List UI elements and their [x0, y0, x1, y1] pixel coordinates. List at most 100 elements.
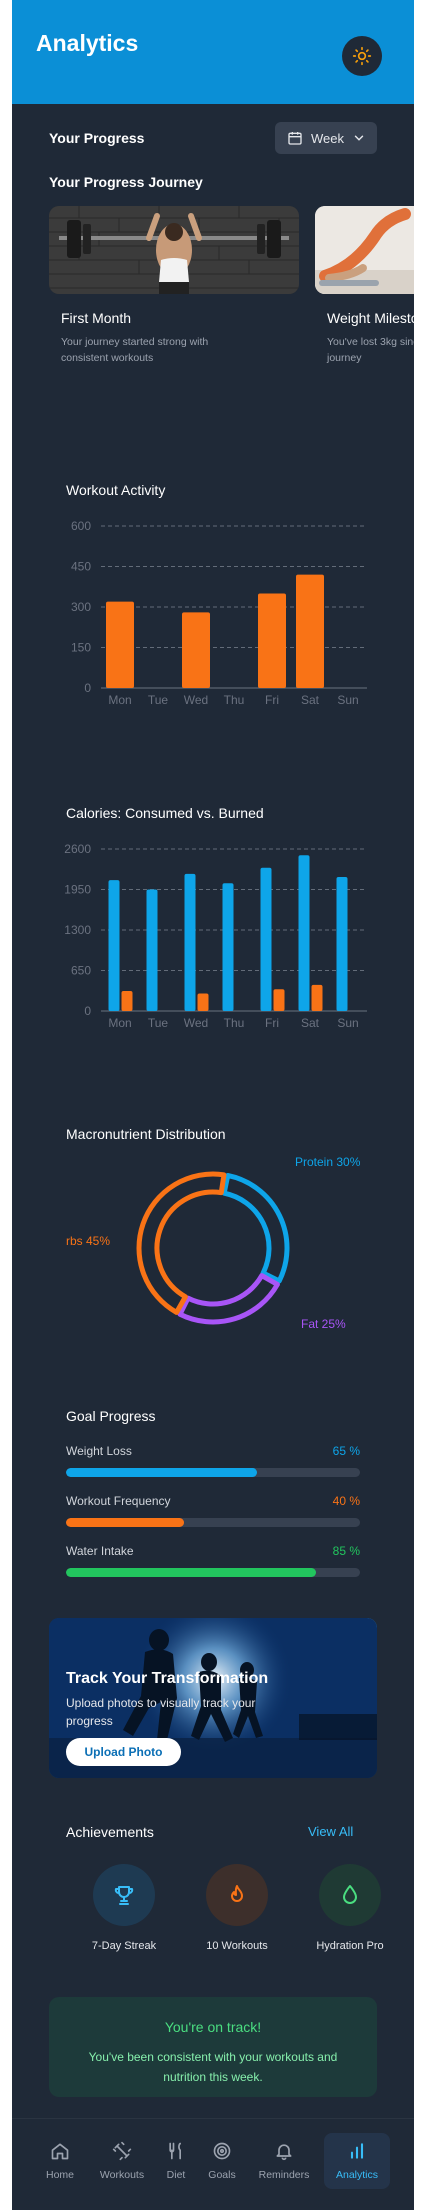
- nav-item-home[interactable]: Home: [30, 2139, 90, 2181]
- goal-fill: [66, 1468, 258, 1477]
- calories-chart-panel: Calories: Consumed vs. Burned 0 650 1300 19…: [49, 793, 377, 1053]
- slice-label: Protein 30%: [295, 1155, 361, 1169]
- progress-title: Your Progress: [49, 130, 145, 146]
- x-tick-label: Tue: [148, 693, 169, 707]
- flame-icon: [231, 1885, 243, 1902]
- bottom-nav: Home Workouts Diet Goals Reminders Analy…: [12, 2118, 414, 2210]
- x-tick-label: Fri: [265, 693, 279, 707]
- achievement-item[interactable]: 10 Workouts: [187, 1864, 287, 1952]
- app-header: Analytics: [12, 0, 414, 104]
- goal-track: [66, 1468, 360, 1477]
- goal-value: 65 %: [332, 1444, 360, 1458]
- calories-chart-title: Calories: Consumed vs. Burned: [66, 805, 264, 821]
- nav-item-label: Diet: [166, 2169, 186, 2181]
- nav-item-diet[interactable]: Diet: [146, 2139, 206, 2181]
- nav-item-goals[interactable]: Goals: [192, 2139, 252, 2181]
- upload-photo-button[interactable]: Upload Photo: [66, 1738, 181, 1766]
- workout-chart: 0 150 300 450 600 Mon Tue Wed Thu Fri Sat Sun: [71, 519, 367, 707]
- page-title: Analytics: [36, 30, 139, 56]
- journey-card-title: Weight Milestone: [327, 310, 414, 326]
- banner-title: Track Your Transformation: [66, 1670, 269, 1687]
- journey-title: Your Progress Journey: [49, 174, 203, 190]
- bar: [311, 984, 323, 1011]
- view-all-link[interactable]: View All: [308, 1824, 354, 1839]
- bar: [121, 991, 133, 1011]
- nav-item-workouts[interactable]: Workouts: [92, 2139, 152, 2181]
- achievement-item[interactable]: Hydration Pro: [300, 1864, 400, 1952]
- y-tick-label: 150: [71, 641, 91, 655]
- journey-card-title: First Month: [61, 310, 132, 326]
- goal-track: [66, 1568, 360, 1577]
- x-tick-label: Sat: [301, 1016, 320, 1030]
- nav-item-label: Home: [45, 2169, 74, 2181]
- y-tick-label: 0: [84, 681, 91, 695]
- slice-label: rbs 45%: [66, 1234, 110, 1248]
- macro-chart-panel: Macronutrient Distribution Protein 30% Fa…: [49, 1114, 377, 1374]
- journey-card-image: [49, 206, 299, 294]
- pie-slice: [177, 1273, 280, 1325]
- chevron-down-icon: [354, 135, 364, 141]
- x-tick-label: Sat: [301, 693, 320, 707]
- y-tick-label: 600: [71, 519, 91, 533]
- bar: [182, 612, 210, 688]
- dumbbell-icon: [112, 2141, 132, 2161]
- nav-item-analytics[interactable]: Analytics: [327, 2139, 387, 2181]
- goal-track: [66, 1518, 360, 1527]
- nav-item-label: Reminders: [258, 2169, 310, 2181]
- nav-active-indicator: [324, 2133, 390, 2189]
- achievement-badge: [206, 1864, 268, 1926]
- sun-icon: [352, 46, 372, 66]
- x-tick-label: Sun: [337, 693, 358, 707]
- achievement-item[interactable]: 7-Day Streak: [74, 1864, 174, 1952]
- bar: [260, 867, 272, 1011]
- x-tick-label: Thu: [224, 693, 245, 707]
- y-tick-label: 1300: [64, 923, 91, 937]
- achievement-badge: [93, 1864, 155, 1926]
- target-icon: [213, 2142, 231, 2160]
- x-tick-label: Wed: [184, 693, 208, 707]
- x-tick-label: Sun: [337, 1016, 358, 1030]
- journey-carousel[interactable]: First Month Your journey started strong …: [49, 206, 414, 416]
- goal-item: Water Intake 85 %: [66, 1544, 360, 1577]
- macro-chart-title: Macronutrient Distribution: [66, 1126, 226, 1142]
- bar: [296, 574, 324, 688]
- workout-chart-panel: Workout Activity 0 150 300 450 600 Mon Tue Wed T…: [49, 470, 377, 730]
- goal-value: 40 %: [332, 1494, 360, 1508]
- status-card: You're on track! You've been consistent …: [49, 1997, 377, 2097]
- bar: [106, 601, 134, 688]
- journey-card[interactable]: First Month Your journey started strong …: [49, 206, 299, 366]
- y-tick-label: 1950: [64, 883, 91, 897]
- home-icon: [51, 2143, 69, 2160]
- bar: [108, 880, 120, 1011]
- calories-chart: 0 650 1300 1950 2600 Mon Tue Wed Thu Fri Sat Sun: [64, 842, 367, 1030]
- trophy-icon: [114, 1886, 134, 1905]
- bar: [336, 877, 348, 1011]
- workout-chart-title: Workout Activity: [66, 482, 166, 498]
- y-tick-label: 2600: [64, 842, 91, 856]
- calendar-icon: [288, 132, 302, 145]
- x-tick-label: Mon: [108, 1016, 131, 1030]
- goal-fill: [66, 1518, 184, 1527]
- goal-label: Weight Loss: [66, 1444, 132, 1458]
- bar: [298, 855, 310, 1011]
- bell-icon: [276, 2144, 292, 2161]
- bar: [273, 989, 285, 1011]
- goal-fill: [66, 1568, 316, 1577]
- banner-desc: Upload photos to visually track your pro…: [66, 1696, 256, 1728]
- bar: [222, 883, 234, 1011]
- journey-card-image: [315, 206, 414, 294]
- range-select[interactable]: Week: [275, 122, 377, 154]
- status-title: You're on track!: [164, 2019, 262, 2035]
- droplet-icon: [343, 1885, 357, 1904]
- nav-item-label: Analytics: [335, 2169, 378, 2181]
- achievement-label: 7-Day Streak: [91, 1940, 157, 1952]
- theme-toggle-button[interactable]: [342, 36, 382, 76]
- y-tick-label: 0: [84, 1004, 91, 1018]
- journey-card[interactable]: Weight Milestone You've lost 3kg since s…: [315, 206, 414, 366]
- bar: [258, 593, 286, 688]
- macro-chart: Protein 30% Fat 25% rbs 45%: [66, 1155, 361, 1331]
- status-message: You've been consistent with your workout…: [88, 2050, 338, 2084]
- x-tick-label: Fri: [265, 1016, 279, 1030]
- nav-item-reminders[interactable]: Reminders: [254, 2139, 314, 2181]
- goals-title: Goal Progress: [66, 1408, 156, 1424]
